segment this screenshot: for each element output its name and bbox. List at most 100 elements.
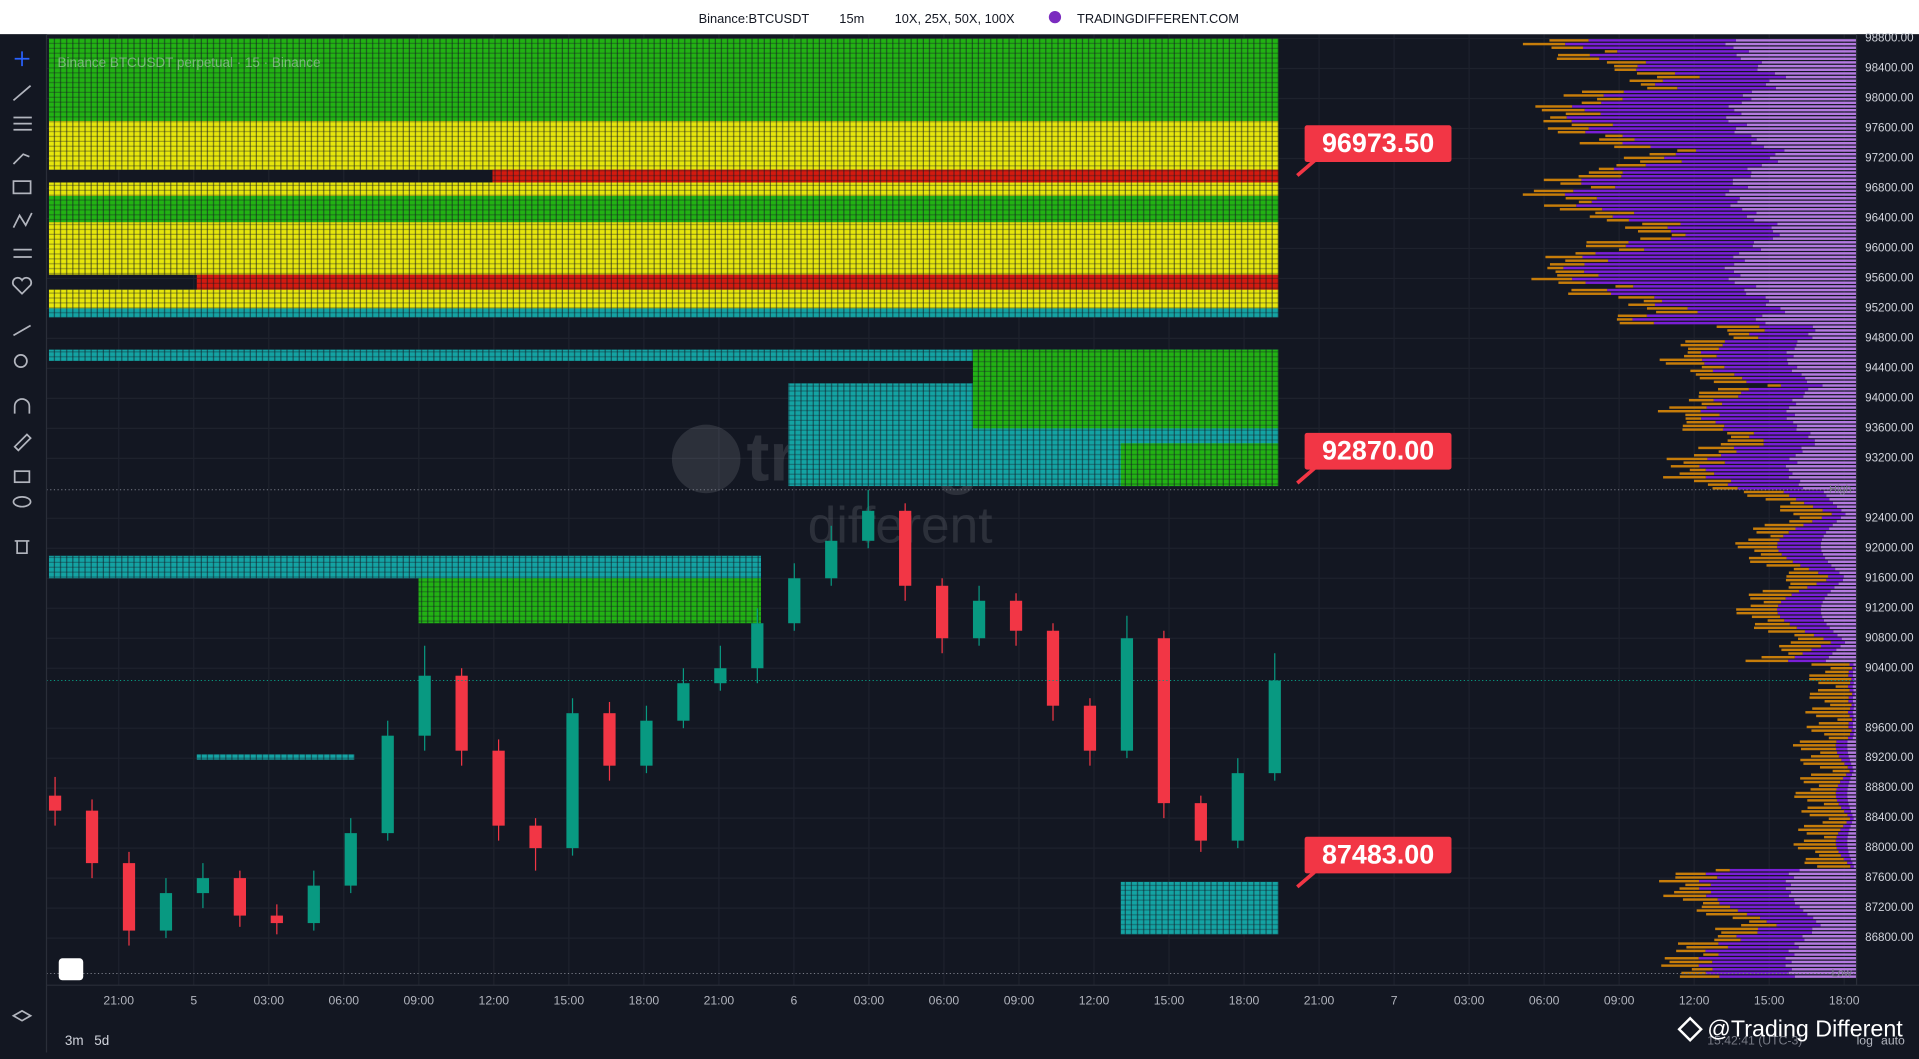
profile-bar <box>1793 876 1857 879</box>
profile-bar <box>1604 50 1618 53</box>
price-tick-label: 94000.00 <box>1865 391 1913 404</box>
profile-bar <box>1679 472 1715 475</box>
time-tick-label: 12:00 <box>1079 993 1110 1007</box>
profile-bar <box>1741 101 1857 105</box>
symbol[interactable]: Binance:BTCUSDT <box>699 11 810 26</box>
callout-label: 92870.00 <box>1322 436 1434 466</box>
profile-bar <box>1794 975 1857 978</box>
profile-bar <box>1822 600 1857 604</box>
profile-bar <box>1808 567 1836 571</box>
profile-bar <box>1790 641 1831 644</box>
profile-bar <box>1840 828 1850 831</box>
price-tick-label: 95200.00 <box>1865 301 1913 314</box>
profile-bar <box>1808 387 1857 391</box>
profile-bar <box>1765 83 1857 86</box>
profile-bar <box>1820 542 1857 545</box>
profile-bar <box>1852 718 1855 721</box>
callout-label: 96973.50 <box>1322 128 1434 158</box>
profile-bar <box>1830 641 1845 644</box>
candle-body <box>418 675 431 736</box>
candle-body <box>714 668 727 684</box>
profile-bar <box>1714 938 1741 942</box>
profile-bar <box>1607 288 1745 292</box>
price-tag: Low <box>1831 967 1851 979</box>
profile-bar <box>1821 549 1857 552</box>
profile-bar <box>1735 39 1857 42</box>
profile-bar <box>1793 843 1836 846</box>
profile-bar <box>1716 354 1794 358</box>
profile-bar <box>1775 152 1857 156</box>
profile-bar <box>1821 516 1841 519</box>
profile-bar <box>1716 325 1760 328</box>
profile-bar <box>1797 424 1857 428</box>
profile-bar <box>1645 61 1762 64</box>
profile-bar <box>1791 960 1857 964</box>
profile-bar <box>1622 97 1752 101</box>
profile-bar <box>1634 138 1757 141</box>
toolbar-icons[interactable] <box>11 51 33 1022</box>
profile-bar <box>1714 472 1793 475</box>
profile-bar <box>1613 167 1748 171</box>
profile-bar <box>1636 68 1758 71</box>
profile-bar <box>1544 204 1577 207</box>
profile-bar <box>1822 509 1842 512</box>
time-tick-label: 18:00 <box>1829 993 1860 1007</box>
price-tick-label: 98000.00 <box>1865 92 1913 105</box>
profile-bar <box>1836 799 1848 802</box>
heatmap-cells <box>48 222 1279 275</box>
profile-bar <box>1780 615 1823 619</box>
profile-bar <box>1666 457 1708 461</box>
profile-bar <box>1751 141 1857 145</box>
profile-bar <box>1750 560 1793 563</box>
profile-bar <box>1699 391 1742 395</box>
profile-bar <box>1801 810 1845 813</box>
site[interactable]: TRADINGDIFFERENT.COM <box>1077 11 1239 26</box>
interval[interactable]: 15m <box>839 11 864 26</box>
profile-bar <box>1849 806 1857 809</box>
candle-body <box>751 623 764 669</box>
profile-bar <box>1821 538 1857 541</box>
profile-bar <box>1777 545 1821 549</box>
profile-bar <box>1816 582 1839 586</box>
profile-bar <box>1736 127 1857 130</box>
profile-bar <box>1719 975 1795 978</box>
candle-body <box>899 510 912 586</box>
profile-bar <box>1846 821 1853 824</box>
profile-bar <box>1750 597 1786 600</box>
profile-bar <box>1765 303 1857 306</box>
profile-bar <box>1661 964 1699 967</box>
price-tick-label: 94400.00 <box>1865 361 1913 374</box>
time-tick-label: 06:00 <box>929 993 960 1007</box>
profile-bar <box>1848 674 1853 677</box>
candle-body <box>825 540 838 579</box>
range-button[interactable]: 3m <box>65 1033 84 1048</box>
profile-bar <box>1757 927 1813 931</box>
profile-bar <box>1766 920 1817 923</box>
auto-toggle[interactable]: auto <box>1881 1034 1905 1048</box>
profile-bar <box>1847 839 1857 843</box>
profile-bar <box>1701 351 1787 354</box>
profile-bar <box>1788 586 1808 589</box>
profile-bar <box>1759 325 1813 328</box>
price-tick-label: 96800.00 <box>1865 182 1913 195</box>
tv-logo[interactable] <box>58 958 84 981</box>
log-toggle[interactable]: log <box>1857 1034 1874 1048</box>
profile-bar <box>1590 186 1616 189</box>
profile-bar <box>1691 968 1713 971</box>
profile-bar <box>1807 806 1842 809</box>
profile-bar <box>1629 79 1663 82</box>
candle-body <box>1231 773 1244 841</box>
time-tick-label: 06:00 <box>328 993 359 1007</box>
range-button[interactable]: 5d <box>94 1033 109 1048</box>
profile-bar <box>1788 652 1803 655</box>
profile-bar <box>1794 347 1857 351</box>
signature-logo <box>1677 1016 1703 1043</box>
profile-bar <box>1817 865 1851 868</box>
profile-bar <box>1853 769 1857 773</box>
profile-bar <box>1746 292 1857 295</box>
profile-bar <box>1777 542 1821 545</box>
profile-bar <box>1852 722 1857 725</box>
profile-bar <box>1632 318 1756 321</box>
profile-bar <box>1605 134 1623 138</box>
profile-bar <box>1765 321 1857 325</box>
